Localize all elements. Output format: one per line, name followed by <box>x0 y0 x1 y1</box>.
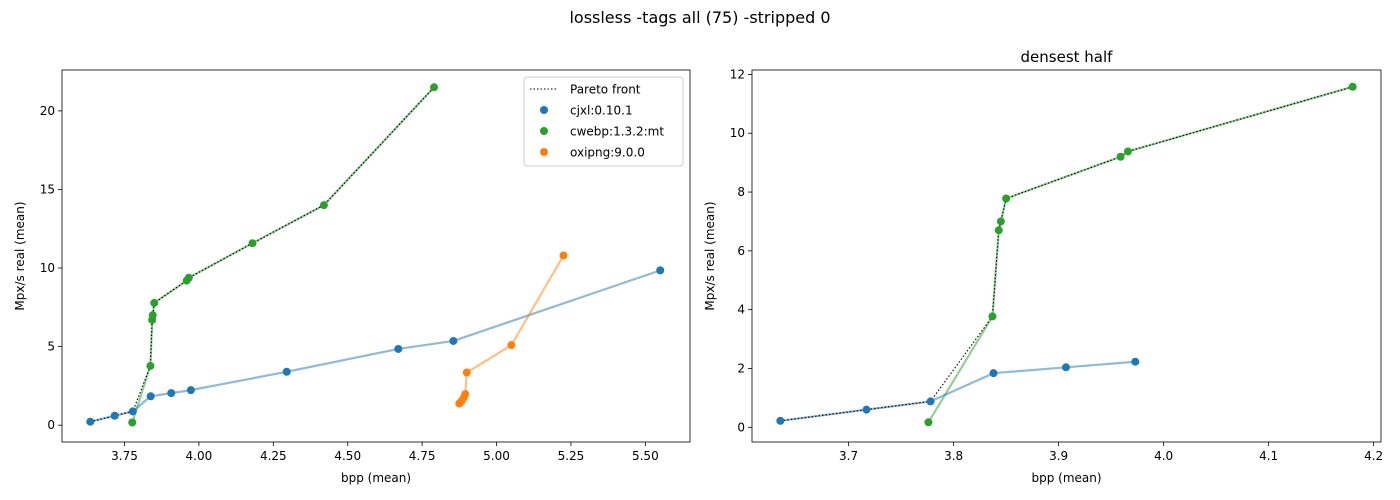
legend-marker-swatch <box>540 127 548 135</box>
y-tick-label: 8 <box>737 185 745 199</box>
data-point <box>656 266 665 275</box>
data-point <box>319 201 328 210</box>
data-point <box>462 368 471 377</box>
legend-label: Pareto front <box>570 83 641 97</box>
data-point <box>146 361 155 370</box>
x-tick-label: 4.50 <box>334 449 361 463</box>
data-point <box>461 390 470 399</box>
data-point <box>150 298 159 307</box>
data-point <box>994 226 1003 235</box>
data-point <box>110 411 119 420</box>
data-point <box>430 83 439 92</box>
series-line-0 <box>780 360 1136 422</box>
pareto-front-line <box>780 86 1353 422</box>
x-axis-label: bpp (mean) <box>341 471 411 485</box>
legend-label: oxipng:9.0.0 <box>570 146 645 160</box>
data-point <box>559 251 568 260</box>
legend-marker-swatch <box>540 106 548 114</box>
y-tick-label: 2 <box>737 361 745 375</box>
y-tick-label: 20 <box>40 104 55 118</box>
legend-box <box>523 76 684 167</box>
x-tick-label: 3.8 <box>944 449 963 463</box>
data-point <box>989 369 998 378</box>
legend-label: cwebp:1.3.2:mt <box>570 125 664 139</box>
data-point <box>776 416 785 425</box>
data-point <box>128 418 137 427</box>
data-point <box>996 217 1005 226</box>
data-point <box>1131 357 1140 366</box>
x-tick-label: 3.9 <box>1049 449 1068 463</box>
x-tick-label: 4.75 <box>409 449 436 463</box>
x-axis-label: bpp (mean) <box>1031 471 1101 485</box>
data-point <box>1348 82 1357 91</box>
data-point <box>926 397 935 406</box>
pareto-front-line <box>90 86 435 423</box>
data-point <box>248 239 257 248</box>
data-point <box>86 417 95 426</box>
legend: Pareto front cjxl:0.10.1 cwebp:1.3.2:mt oxi… <box>523 76 684 167</box>
series-line-0 <box>90 269 661 423</box>
y-tick-label: 5 <box>47 340 55 354</box>
data-point <box>862 405 871 414</box>
y-tick-label: 0 <box>47 418 55 432</box>
legend-label: cjxl:0.10.1 <box>570 104 633 118</box>
chart-title: densest half <box>1021 48 1114 66</box>
legend-marker-swatch <box>540 148 548 156</box>
data-point <box>1002 194 1011 203</box>
x-tick-label: 3.7 <box>839 449 858 463</box>
y-tick-label: 0 <box>737 420 745 434</box>
x-tick-label: 4.25 <box>260 449 287 463</box>
data-point <box>1116 152 1125 161</box>
x-tick-label: 5.50 <box>632 449 659 463</box>
data-point <box>507 341 516 350</box>
data-point <box>988 312 997 321</box>
y-tick-label: 6 <box>737 244 745 258</box>
series-line-2 <box>458 254 565 405</box>
y-tick-label: 4 <box>737 303 745 317</box>
data-point <box>1123 147 1132 156</box>
chart-1: 3.75 4.00 4.25 4.50 4.75 5.00 5.25 5.50 0 5 10 15 20… <box>13 69 691 485</box>
x-tick-label: 5.25 <box>558 449 585 463</box>
y-tick-label: 10 <box>730 126 745 140</box>
data-point <box>128 407 137 416</box>
data-point <box>449 336 458 345</box>
x-tick-label: 4.00 <box>186 449 213 463</box>
data-point <box>184 273 193 282</box>
x-tick-label: 4.0 <box>1154 449 1173 463</box>
y-tick-label: 10 <box>40 261 55 275</box>
data-point <box>186 386 195 395</box>
figure-suptitle: lossless -tags all (75) -stripped 0 <box>569 8 830 27</box>
data-point <box>924 418 933 427</box>
x-tick-label: 5.00 <box>483 449 510 463</box>
plot-frame <box>61 69 691 443</box>
x-tick-label: 3.75 <box>111 449 138 463</box>
x-tick-label: 4.2 <box>1364 449 1383 463</box>
plot-frame <box>751 69 1382 443</box>
data-point <box>167 389 176 398</box>
data-point <box>394 344 403 353</box>
y-axis-label: Mpx/s real (mean) <box>703 201 717 310</box>
chart-2: densest half 3.7 3.8 3.9 4.0 4.1 4.2 0 2 4 6 8 10 12 b… <box>703 48 1383 485</box>
data-point <box>148 311 157 320</box>
data-point <box>146 392 155 401</box>
y-tick-label: 12 <box>730 67 745 81</box>
y-tick-label: 15 <box>40 182 55 196</box>
x-tick-label: 4.1 <box>1259 449 1278 463</box>
y-axis-label: Mpx/s real (mean) <box>13 201 27 310</box>
data-point <box>282 367 291 376</box>
data-point <box>1061 363 1070 372</box>
